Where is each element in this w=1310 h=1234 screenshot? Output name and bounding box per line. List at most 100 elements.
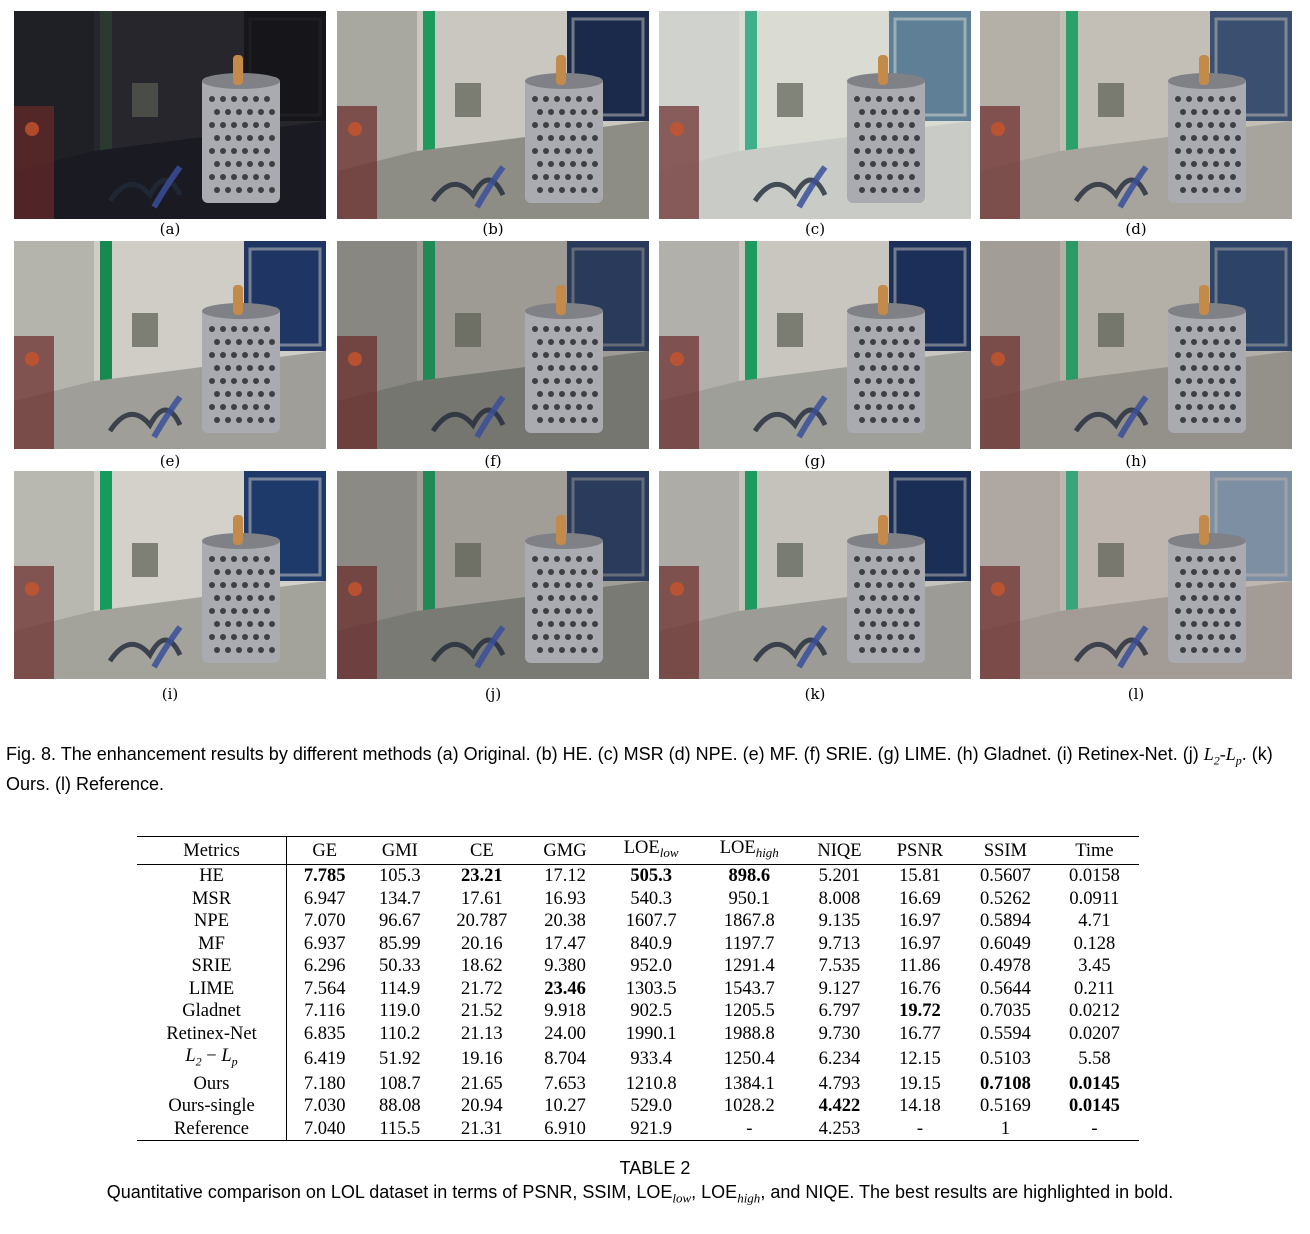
metric-value: 1607.7 [625, 911, 677, 932]
metric-value: 21.31 [461, 1118, 503, 1139]
enhanced-scene-image [659, 11, 971, 219]
metric-value: 16.77 [899, 1023, 941, 1044]
metric-value: 88.08 [379, 1096, 421, 1117]
metric-value: 4.793 [818, 1073, 861, 1094]
method-name: LIME [137, 977, 288, 1000]
metric-value: 14.18 [899, 1096, 941, 1117]
metric-value: 21.13 [461, 1023, 503, 1044]
metric-value: 7.785 [303, 866, 346, 887]
table-row: Gladnet 7.116 119.0 21.52 9.918 902.5 1205.5 6.… [137, 1000, 1139, 1023]
column-header: GMG [543, 840, 587, 861]
metric-value: 6.937 [303, 933, 346, 954]
panel-label: (j) [484, 685, 502, 703]
metric-value: 0.5607 [979, 866, 1031, 887]
metric-value: 0.5262 [979, 888, 1031, 909]
results-table-container: Metrics GE GMI CE GMG LOElow LOEhigh NIQE PSNR SS… [137, 836, 1139, 1141]
metric-value: 7.070 [303, 911, 346, 932]
metric-value: 19.16 [461, 1048, 503, 1069]
metric-value: 19.15 [899, 1073, 941, 1094]
metric-value: 933.4 [630, 1048, 672, 1069]
enhanced-scene-image [980, 11, 1292, 219]
metric-value: 4.422 [818, 1096, 861, 1117]
metric-value: - [1091, 1118, 1098, 1139]
metric-value: 0.7035 [979, 1001, 1031, 1022]
figure-caption-text: Fig. 8. The enhancement results by diffe… [6, 744, 1204, 764]
column-header: NIQE [817, 840, 862, 861]
metric-value: 20.16 [461, 933, 503, 954]
metric-value: 950.1 [728, 888, 771, 909]
result-image-panel [659, 241, 971, 449]
table-row: SRIE 6.296 50.33 18.62 9.380 952.0 1291.4 7.535… [137, 955, 1139, 978]
column-header: Metrics [137, 836, 288, 865]
metric-value: 0.0158 [1069, 866, 1120, 887]
metric-value: 4.71 [1078, 911, 1111, 932]
result-image-panel [14, 241, 326, 449]
metric-value: 1197.7 [724, 933, 775, 954]
metric-value: 15.81 [899, 866, 941, 887]
metric-value: 119.0 [379, 1001, 421, 1022]
panel-label: (a) [159, 220, 181, 238]
metric-value: 1291.4 [723, 956, 775, 977]
enhanced-scene-image [980, 241, 1292, 449]
method-name: SRIE [137, 955, 288, 978]
metric-value: 17.12 [544, 866, 586, 887]
panel-label: (b) [482, 220, 504, 238]
table-row: HE 7.785 105.3 23.21 17.12 505.3 898.6 5.201 15.… [137, 864, 1139, 888]
metric-value: 0.5644 [979, 978, 1031, 999]
metric-value: 9.730 [818, 1023, 861, 1044]
metric-value: 7.564 [303, 978, 346, 999]
metric-value: 0.5894 [979, 911, 1031, 932]
column-header: PSNR [896, 840, 944, 861]
metric-value: 840.9 [630, 933, 672, 954]
metric-value: 540.3 [630, 888, 672, 909]
metric-value: 6.234 [818, 1048, 861, 1069]
metric-value: 21.52 [461, 1001, 503, 1022]
panel-label: (d) [1125, 220, 1147, 238]
enhanced-scene-image [14, 241, 326, 449]
metric-value: 0.5594 [979, 1023, 1031, 1044]
metric-value: 1303.5 [625, 978, 677, 999]
panel-label: (h) [1125, 452, 1147, 470]
metric-value: 1988.8 [723, 1023, 775, 1044]
metric-value: 6.296 [303, 956, 346, 977]
metric-value: 6.835 [303, 1023, 346, 1044]
metric-value: 16.97 [899, 933, 941, 954]
table-row: MF 6.937 85.99 20.16 17.47 840.9 1197.7 9.713 16… [137, 932, 1139, 955]
metric-value: 7.535 [818, 956, 861, 977]
table-row: Ours-single 7.030 88.08 20.94 10.27 529.0 1028… [137, 1095, 1139, 1118]
metric-value: 902.5 [630, 1001, 672, 1022]
metric-value: 110.2 [379, 1023, 421, 1044]
table-row: LIME 7.564 114.9 21.72 23.46 1303.5 1543.7 9.12… [137, 977, 1139, 1000]
table-row: NPE 7.070 96.67 20.787 20.38 1607.7 1867.8 9.13… [137, 910, 1139, 933]
table-caption: Quantitative comparison on LOL dataset i… [106, 1182, 1174, 1206]
metric-value: 6.797 [818, 1001, 861, 1022]
result-image-panel [14, 471, 326, 679]
metric-value: 16.93 [544, 888, 586, 909]
metric-value: 1990.1 [625, 1023, 677, 1044]
metric-value: 1250.4 [723, 1048, 775, 1069]
enhanced-scene-image [337, 471, 649, 679]
metric-value: 1543.7 [723, 978, 775, 999]
metric-value: 898.6 [728, 866, 771, 887]
method-name: Gladnet [137, 1000, 288, 1023]
metric-value: 19.72 [899, 1001, 941, 1022]
enhanced-scene-image [14, 11, 326, 219]
metric-value: 18.62 [461, 956, 503, 977]
metric-value: 1867.8 [723, 911, 775, 932]
metric-value: 7.116 [304, 1001, 346, 1022]
metric-value: 7.180 [303, 1073, 346, 1094]
metric-value: 5.201 [818, 866, 861, 887]
enhanced-scene-image [14, 471, 326, 679]
method-name: Retinex-Net [137, 1022, 288, 1045]
panel-label: (c) [804, 220, 826, 238]
method-name: NPE [137, 910, 288, 933]
column-header: GMI [381, 840, 418, 861]
metric-value: 105.3 [379, 866, 421, 887]
method-name: HE [137, 864, 288, 888]
results-table: Metrics GE GMI CE GMG LOElow LOEhigh NIQE PSNR SS… [137, 836, 1139, 1141]
method-name: Reference [137, 1117, 288, 1141]
metric-value: 0.0911 [1069, 888, 1120, 909]
metric-value: 8.008 [818, 888, 861, 909]
metric-value: 20.787 [456, 911, 508, 932]
table-row: Ours 7.180 108.7 21.65 7.653 1210.8 1384.1 4.79… [137, 1072, 1139, 1096]
